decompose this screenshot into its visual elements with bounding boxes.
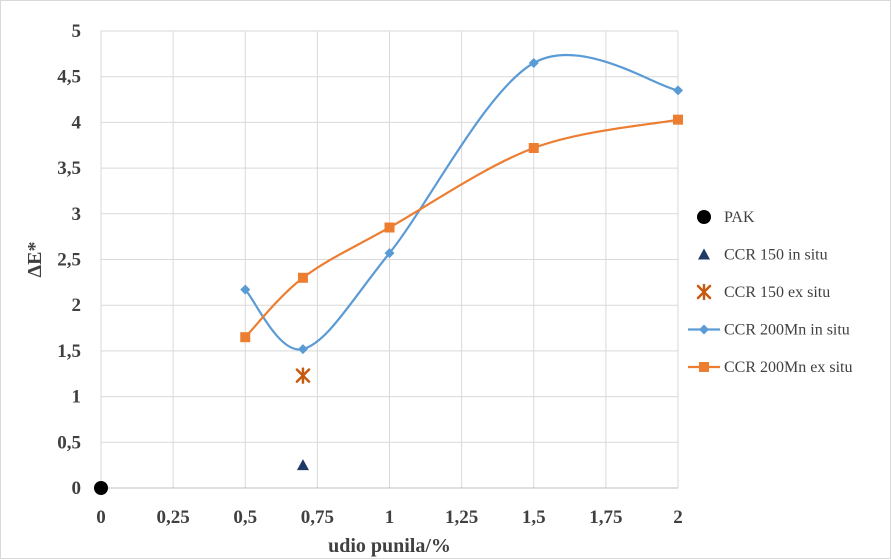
y-tick-label: 0 xyxy=(72,478,82,499)
legend-item[interactable]: CCR 200Mn in situ xyxy=(688,322,850,339)
legend-label: CCR 150 ex situ xyxy=(724,284,830,301)
x-tick-label: 0 xyxy=(96,507,106,528)
data-point xyxy=(297,272,308,283)
legend-marker xyxy=(699,362,709,372)
legend-label: CCR 200Mn ex situ xyxy=(724,359,852,376)
data-point xyxy=(240,284,251,295)
y-tick-label: 2,5 xyxy=(57,250,81,271)
data-point xyxy=(673,114,683,125)
x-tick-label: 1 xyxy=(385,507,395,528)
series-line xyxy=(244,53,679,351)
data-point xyxy=(528,142,539,153)
legend: PAK CCR 150 in situ CCR 150 ex situ CCR 200… xyxy=(688,209,852,376)
data-point xyxy=(296,459,309,471)
data-point xyxy=(240,332,251,343)
data-point xyxy=(528,57,539,68)
y-tick-label: 5 xyxy=(72,21,82,42)
x-tick-label: 0,5 xyxy=(233,507,257,528)
y-axis-title: ΔE* xyxy=(24,242,46,278)
y-tick-label: 3,5 xyxy=(57,158,81,179)
legend-item[interactable]: CCR 200Mn ex situ xyxy=(688,359,852,376)
data-point xyxy=(384,222,395,233)
legend-item[interactable]: CCR 150 ex situ xyxy=(696,283,830,301)
y-tick-label: 4,5 xyxy=(57,67,81,88)
x-tick-label: 0,75 xyxy=(301,507,334,528)
tick-labels: 0 0,5 1 1,5 2 2,5 3 3,5 4 4,5 5 0 0,25 0,5 0,75 1 1,25 1,… xyxy=(57,21,683,528)
grid xyxy=(100,30,679,489)
legend-marker xyxy=(698,248,710,260)
data-point xyxy=(673,85,683,96)
x-tick-label: 0,25 xyxy=(157,507,190,528)
x-axis-title: udio punila/% xyxy=(328,535,451,557)
data-point xyxy=(295,367,311,384)
x-tick-label: 1,5 xyxy=(522,507,546,528)
legend-marker xyxy=(696,283,712,301)
legend-label: PAK xyxy=(724,209,755,226)
data-point xyxy=(384,248,395,259)
legend-marker xyxy=(699,324,709,335)
legend-label: CCR 200Mn in situ xyxy=(724,322,850,339)
y-tick-label: 1,5 xyxy=(57,341,81,362)
data-point xyxy=(297,344,308,355)
legend-marker xyxy=(697,210,711,224)
x-tick-label: 1,75 xyxy=(589,507,622,528)
data-point xyxy=(94,481,108,495)
legend-item[interactable]: PAK xyxy=(697,209,755,226)
y-tick-label: 1 xyxy=(72,387,82,408)
y-tick-label: 4 xyxy=(72,112,82,133)
series-points xyxy=(94,57,683,495)
legend-label: CCR 150 in situ xyxy=(724,247,828,264)
legend-item[interactable]: CCR 150 in situ xyxy=(698,247,828,264)
x-tick-label: 1,25 xyxy=(445,507,478,528)
series-lines xyxy=(244,53,679,351)
y-tick-label: 0,5 xyxy=(57,432,81,453)
series-line xyxy=(244,118,679,338)
x-tick-label: 2 xyxy=(673,507,683,528)
y-tick-label: 3 xyxy=(72,204,82,225)
y-tick-label: 2 xyxy=(72,295,82,316)
